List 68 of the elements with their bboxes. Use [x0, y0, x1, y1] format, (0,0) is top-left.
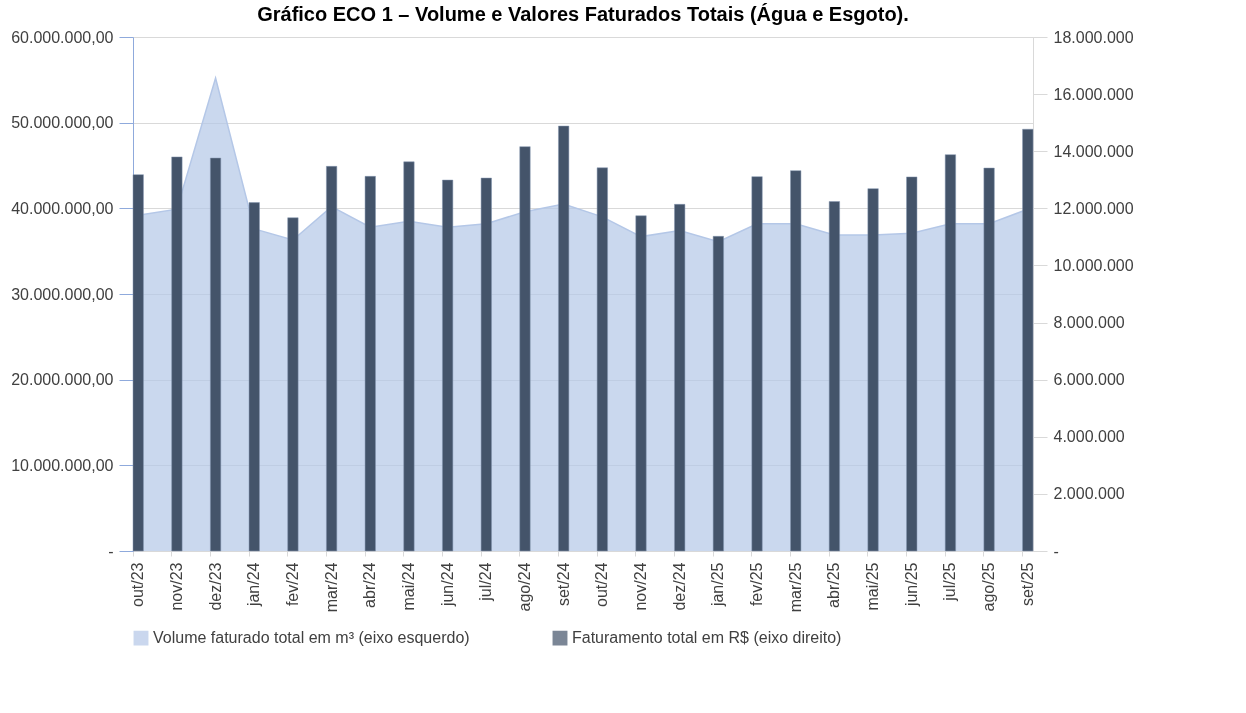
x-tick-label: jun/25	[902, 562, 920, 608]
bar	[558, 125, 570, 552]
bar	[442, 179, 454, 552]
legend-label: Volume faturado total em m³ (eixo esquerdo)	[153, 629, 470, 647]
bar	[326, 166, 338, 552]
bar	[248, 202, 260, 552]
x-tick-label: fev/24	[283, 562, 301, 607]
x-tick-label: jan/25	[709, 562, 727, 608]
y2-tick-label: 2.000.000	[1053, 485, 1125, 503]
x-tick-label: mai/25	[864, 562, 882, 611]
x-tick-label: jul/24	[477, 562, 495, 602]
bar	[364, 176, 376, 552]
x-tick-label: out/24	[593, 562, 611, 607]
y2-tick-label: -	[1053, 542, 1059, 560]
x-tick-label: dez/24	[670, 562, 688, 611]
y2-tick-label: 16.000.000	[1053, 85, 1134, 103]
bar	[944, 154, 956, 552]
bar	[210, 157, 222, 552]
x-tick-label: ago/24	[515, 562, 533, 612]
bar	[712, 236, 724, 552]
y-tick-label: -	[108, 542, 114, 560]
bar	[983, 167, 995, 552]
x-tick-label: jan/24	[245, 562, 263, 608]
x-tick-label: jul/25	[941, 562, 959, 602]
x-tick-label: set/25	[1018, 562, 1036, 607]
y-tick-label: 50.000.000,00	[11, 114, 114, 132]
x-tick-label: set/24	[554, 562, 572, 607]
y-tick-label: 60.000.000,00	[11, 28, 114, 46]
bar	[596, 167, 608, 552]
x-tick-label: fev/25	[748, 562, 766, 607]
bar	[171, 156, 183, 552]
bar	[132, 174, 144, 552]
y2-tick-label: 18.000.000	[1053, 28, 1134, 46]
bar	[403, 161, 415, 552]
bar	[674, 204, 686, 552]
bar	[635, 215, 647, 552]
x-tick-label: nov/24	[632, 562, 650, 611]
chart-title: Gráfico ECO 1 – Volume e Valores Faturados Totais (Água e Esgoto).	[257, 3, 909, 25]
bar	[790, 170, 802, 552]
bar	[828, 201, 840, 552]
x-tick-label: abr/25	[825, 562, 843, 608]
y2-tick-label: 6.000.000	[1053, 371, 1125, 389]
x-tick-label: ago/25	[980, 562, 998, 612]
bar	[1022, 128, 1034, 552]
y2-tick-label: 12.000.000	[1053, 199, 1134, 217]
legend-label: Faturamento total em R$ (eixo direito)	[572, 629, 842, 647]
x-tick-label: mar/25	[786, 562, 804, 613]
bar	[519, 146, 531, 552]
x-tick-label: nov/23	[167, 562, 185, 611]
y2-tick-label: 14.000.000	[1053, 142, 1134, 160]
bar	[287, 217, 299, 552]
bar	[867, 188, 879, 552]
x-tick-label: abr/24	[361, 562, 379, 608]
y-tick-label: 10.000.000,00	[11, 456, 114, 474]
x-tick-label: jun/24	[438, 562, 456, 608]
y2-tick-label: 8.000.000	[1053, 314, 1125, 332]
y-tick-label: 40.000.000,00	[11, 199, 114, 217]
bar	[751, 176, 763, 552]
x-tick-label: mai/24	[399, 562, 417, 611]
y-tick-label: 20.000.000,00	[11, 371, 114, 389]
x-tick-label: mar/24	[322, 562, 340, 613]
y2-tick-label: 4.000.000	[1053, 428, 1125, 446]
x-tick-label: out/23	[129, 562, 147, 607]
x-tick-label: dez/23	[206, 562, 224, 611]
y2-tick-label: 10.000.000	[1053, 256, 1134, 274]
y-tick-label: 30.000.000,00	[11, 285, 114, 303]
bar	[906, 176, 918, 552]
bar	[480, 177, 492, 552]
